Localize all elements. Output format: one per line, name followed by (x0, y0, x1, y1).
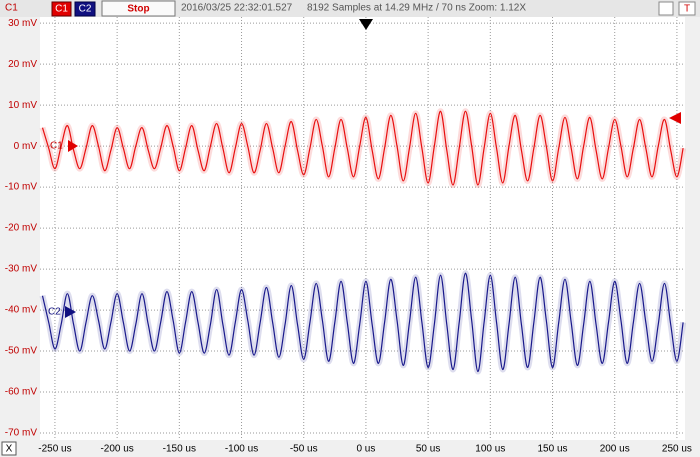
y-tick-label: -20 mV (5, 223, 38, 234)
x-tick-label: -50 us (290, 444, 318, 455)
c2-button[interactable] (74, 1, 96, 17)
trigger-icon-glyph: T (684, 4, 690, 15)
print-icon[interactable] (658, 1, 674, 16)
x-tick-label: 50 us (416, 444, 440, 455)
y-tick-label: 20 mV (8, 59, 37, 70)
y-tick-label: -10 mV (5, 182, 38, 193)
close-button-label[interactable]: X (6, 444, 13, 455)
c2-button-label[interactable]: C2 (79, 4, 92, 15)
trigger-level-marker (669, 112, 681, 124)
stop-button-label[interactable]: Stop (127, 4, 149, 15)
x-tick-label: 150 us (538, 444, 568, 455)
traces (39, 108, 687, 375)
x-tick-label: -250 us (38, 444, 71, 455)
grid (40, 17, 685, 440)
stop-button[interactable] (101, 0, 176, 17)
x-tick-label: -200 us (100, 444, 133, 455)
y-tick-label: -40 mV (5, 305, 38, 316)
c1-button-label[interactable]: C1 (55, 4, 68, 15)
y-tick-label: 30 mV (8, 18, 37, 29)
trace (41, 110, 684, 186)
x-tick-label: -150 us (163, 444, 196, 455)
trace (41, 272, 684, 373)
c2-offset-marker (65, 306, 76, 318)
c1-offset-label: C1 (50, 141, 63, 152)
y-tick-label: 10 mV (8, 100, 37, 111)
y-tick-label: 0 mV (14, 141, 38, 152)
x-tick-label: 100 us (475, 444, 505, 455)
trigger-icon[interactable] (678, 1, 696, 16)
y-tick-label: -60 mV (5, 387, 38, 398)
labels: 30 mV 20 mV 10 mV 0 mV -10 mV -20 mV -30 mV -40… (5, 18, 692, 455)
trigger-position-marker (359, 19, 373, 30)
y-tick-label: -70 mV (5, 428, 38, 439)
x-tick-label: 0 us (356, 444, 375, 455)
x-tick-label: 200 us (600, 444, 630, 455)
y-tick-label: -50 mV (5, 346, 38, 357)
x-tick-label: 250 us (662, 444, 692, 455)
acquisition-info: 8192 Samples at 14.29 MHz / 70 ns Zoom: … (307, 3, 526, 14)
y-tick-label: -30 mV (5, 264, 38, 275)
c1-button[interactable] (51, 1, 72, 17)
c1-offset-marker (68, 140, 78, 152)
close-button[interactable] (1, 441, 17, 456)
timestamp: 2016/03/25 22:32:01.527 (181, 3, 293, 14)
c2-offset-label: C2 (48, 307, 61, 318)
channel-label: C1 (5, 3, 18, 14)
x-tick-label: -100 us (225, 444, 258, 455)
